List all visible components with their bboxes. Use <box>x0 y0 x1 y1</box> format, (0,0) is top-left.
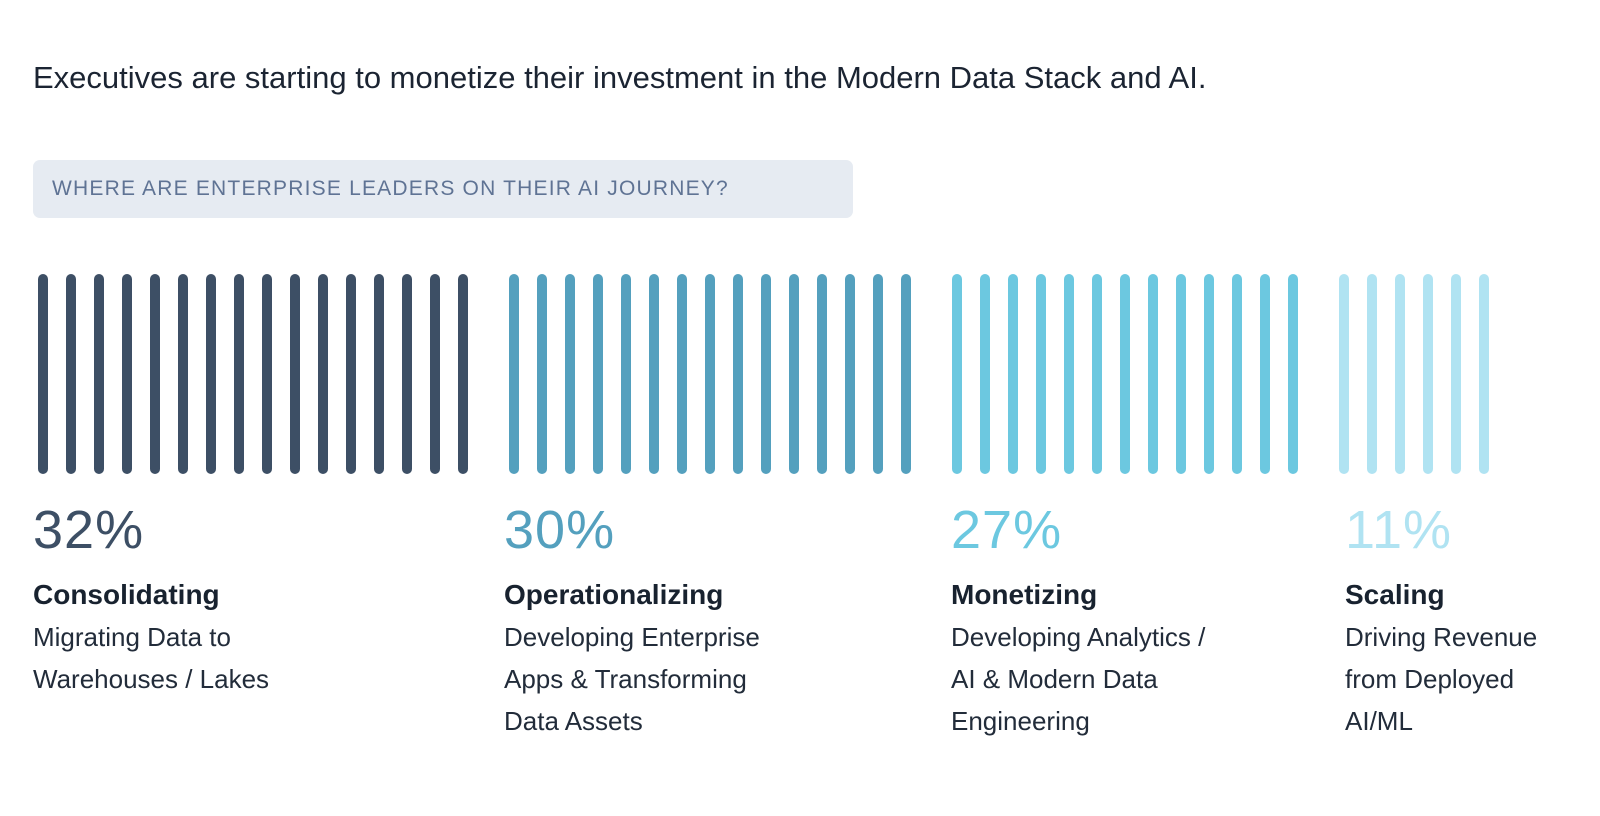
bar-mark <box>1451 274 1461 474</box>
bar-mark <box>733 274 743 474</box>
bar-mark <box>346 274 356 474</box>
bar-mark <box>122 274 132 474</box>
page-title: Executives are starting to monetize thei… <box>33 60 1207 95</box>
bar-mark <box>565 274 575 474</box>
bar-mark <box>1395 274 1405 474</box>
bar-mark <box>649 274 659 474</box>
bar-mark <box>1260 274 1270 474</box>
bar-mark <box>178 274 188 474</box>
bar-mark <box>1092 274 1102 474</box>
bar-mark <box>761 274 771 474</box>
bar-mark <box>789 274 799 474</box>
stage-percent: 27% <box>951 500 1063 560</box>
stage-desc-line: Warehouses / Lakes <box>33 664 270 694</box>
bar-mark <box>94 274 104 474</box>
stage-desc-line: Data Assets <box>504 706 643 736</box>
stage-percent: 30% <box>504 500 616 560</box>
bar-mark <box>290 274 300 474</box>
bar-mark <box>234 274 244 474</box>
bar-mark <box>318 274 328 474</box>
bar-mark <box>873 274 883 474</box>
bar-mark <box>262 274 272 474</box>
bar-mark <box>537 274 547 474</box>
bar-mark <box>980 274 990 474</box>
question-banner: WHERE ARE ENTERPRISE LEADERS ON THEIR AI… <box>33 160 853 218</box>
bar-mark <box>1423 274 1433 474</box>
stage-desc-line: from Deployed <box>1345 664 1515 694</box>
stage-desc-line: Driving Revenue <box>1345 622 1538 652</box>
bar-mark <box>66 274 76 474</box>
bar-mark <box>1288 274 1298 474</box>
stage-desc-line: Engineering <box>951 706 1090 736</box>
bar-mark <box>38 274 48 474</box>
bar-group-scaling <box>1339 274 1489 474</box>
stage-monetizing: 27% Monetizing Developing Analytics / AI… <box>951 500 1251 742</box>
bar-mark <box>1479 274 1489 474</box>
bar-mark <box>621 274 631 474</box>
bar-mark <box>1064 274 1074 474</box>
bar-mark <box>509 274 519 474</box>
stage-name: Monetizing <box>951 579 1098 610</box>
bar-mark <box>705 274 715 474</box>
bar-mark <box>593 274 603 474</box>
bar-mark <box>1339 274 1349 474</box>
bar-mark <box>430 274 440 474</box>
bar-mark <box>1120 274 1130 474</box>
bar-mark <box>845 274 855 474</box>
stage-desc-line: Migrating Data to <box>33 622 231 652</box>
stage-desc-line: AI & Modern Data <box>951 664 1158 694</box>
stage-consolidating: 32% Consolidating Migrating Data to Ware… <box>33 500 333 700</box>
bar-mark <box>402 274 412 474</box>
stage-scaling: 11% Scaling Driving Revenue from Deploye… <box>1345 500 1600 742</box>
bar-mark <box>1148 274 1158 474</box>
stage-percent: 11% <box>1345 500 1453 560</box>
bar-mark <box>677 274 687 474</box>
bar-mark <box>1367 274 1377 474</box>
bar-mark <box>206 274 216 474</box>
stage-name: Operationalizing <box>504 579 724 610</box>
stage-desc-line: Developing Analytics / <box>951 622 1206 652</box>
bar-mark <box>901 274 911 474</box>
stage-percent: 32% <box>33 500 145 560</box>
bar-mark <box>817 274 827 474</box>
stage-desc-line: AI/ML <box>1345 706 1413 736</box>
bar-mark <box>1232 274 1242 474</box>
stage-desc-line: Apps & Transforming <box>504 664 747 694</box>
bar-mark <box>1008 274 1018 474</box>
stage-operationalizing: 30% Operationalizing Developing Enterpri… <box>504 500 804 742</box>
bar-mark <box>952 274 962 474</box>
bar-mark <box>1176 274 1186 474</box>
bar-group-operationalizing <box>509 274 911 474</box>
bar-mark <box>1204 274 1214 474</box>
bar-mark <box>150 274 160 474</box>
bar-mark <box>1036 274 1046 474</box>
bar-group-monetizing <box>952 274 1298 474</box>
bar-mark <box>374 274 384 474</box>
stage-desc-line: Developing Enterprise <box>504 622 760 652</box>
stage-name: Scaling <box>1345 579 1445 610</box>
stage-name: Consolidating <box>33 579 220 610</box>
bar-mark <box>458 274 468 474</box>
bar-group-consolidating <box>38 274 468 474</box>
